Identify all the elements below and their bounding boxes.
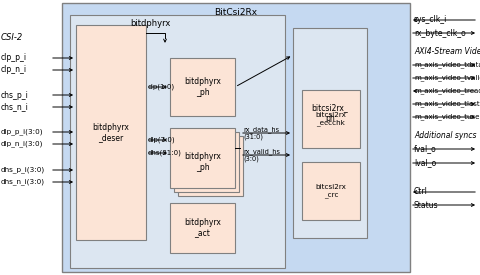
Text: dhs(31:0): dhs(31:0) (148, 150, 182, 156)
Bar (170, 128, 235, 188)
Text: m_axis_video_tdata: m_axis_video_tdata (414, 62, 480, 68)
Bar (302, 162, 360, 220)
Text: m_axis_video_tlast: m_axis_video_tlast (414, 101, 480, 107)
Text: bitcsi2rx_
ph: bitcsi2rx_ ph (312, 103, 348, 123)
Bar (76, 25, 146, 240)
Bar (170, 203, 235, 253)
Text: AXI4-Stream Video: AXI4-Stream Video (414, 48, 480, 56)
Text: chs_p_i: chs_p_i (1, 90, 29, 100)
Bar (293, 28, 367, 238)
Text: fval_o: fval_o (414, 144, 437, 153)
Bar (178, 136, 243, 196)
Text: m_axis_video_tvalid: m_axis_video_tvalid (414, 75, 480, 81)
Text: clp_p_i: clp_p_i (1, 54, 27, 62)
Text: CSI-2: CSI-2 (1, 34, 23, 43)
Text: lval_o: lval_o (414, 158, 436, 167)
Text: Additional syncs: Additional syncs (414, 131, 477, 141)
Text: rx_data_hs
(31:0): rx_data_hs (31:0) (243, 126, 279, 140)
Text: bitdphyrx
_deser: bitdphyrx _deser (93, 123, 130, 142)
Text: bitdphyrx
_act: bitdphyrx _act (184, 218, 221, 238)
Bar (302, 90, 360, 148)
Text: dlp(7:0): dlp(7:0) (148, 137, 176, 143)
Bar (70, 15, 285, 268)
Text: dlp_n_i(3:0): dlp_n_i(3:0) (1, 141, 43, 147)
Text: rx_valid_hs
(3:0): rx_valid_hs (3:0) (243, 148, 280, 162)
Text: dlp_p_i(3:0): dlp_p_i(3:0) (1, 129, 44, 135)
Text: bitdphyrx
_ph: bitdphyrx _ph (184, 77, 221, 97)
Bar (170, 58, 235, 116)
Bar (62, 3, 410, 272)
Text: rx_byte_clk_o: rx_byte_clk_o (414, 29, 466, 37)
Text: Ctrl: Ctrl (414, 188, 428, 197)
Text: dhs_n_i(3:0): dhs_n_i(3:0) (1, 179, 45, 185)
Bar (174, 132, 239, 192)
Text: sys_clk_i: sys_clk_i (414, 15, 447, 24)
Text: Status: Status (414, 200, 439, 210)
Text: BitCsi2Rx: BitCsi2Rx (215, 8, 258, 17)
Text: m_axis_video_tready: m_axis_video_tready (414, 88, 480, 94)
Text: bitdphyrx
_ph: bitdphyrx _ph (184, 152, 221, 172)
Text: bitcsi2rx
_crc: bitcsi2rx _crc (315, 184, 347, 198)
Text: clp(1:0): clp(1:0) (148, 84, 175, 90)
Text: chs_n_i: chs_n_i (1, 103, 29, 111)
Text: bitcsi2rx
_eccchk: bitcsi2rx _eccchk (315, 112, 347, 126)
Text: dhs_p_i(3:0): dhs_p_i(3:0) (1, 167, 45, 173)
Text: m_axis_video_tuser: m_axis_video_tuser (414, 114, 480, 120)
Text: clp_n_i: clp_n_i (1, 65, 27, 75)
Text: bitdphyrx: bitdphyrx (130, 19, 170, 28)
